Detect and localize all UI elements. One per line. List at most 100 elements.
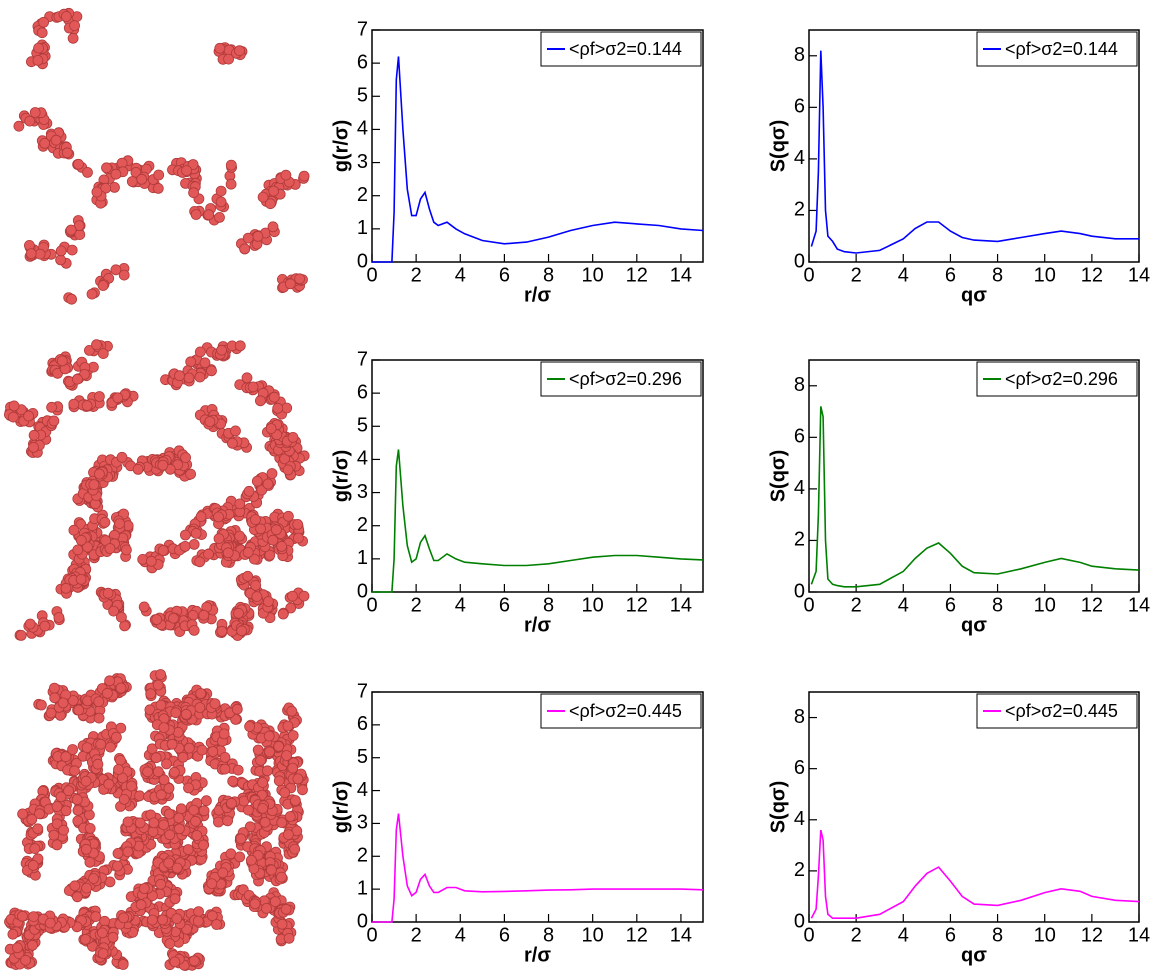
y-tick-label: 2 — [357, 184, 368, 206]
y-tick-label: 2 — [794, 859, 805, 881]
particle — [69, 399, 79, 409]
y-tick-label: 2 — [794, 529, 805, 551]
particle — [171, 708, 181, 718]
particle — [21, 955, 31, 965]
particle — [159, 723, 169, 733]
particle — [183, 845, 193, 855]
x-tick-label: 14 — [1128, 264, 1150, 286]
y-tick-label: 5 — [357, 85, 368, 107]
x-tick-label: 4 — [455, 594, 466, 616]
x-tick-label: 2 — [851, 594, 862, 616]
particle — [46, 708, 56, 718]
particle — [243, 547, 253, 557]
particle — [56, 255, 66, 265]
legend-label: <ρf>σ2=0.144 — [1005, 39, 1118, 59]
y-tick-label: 4 — [794, 147, 805, 169]
particle — [70, 766, 80, 776]
particle — [192, 831, 202, 841]
particle — [214, 512, 224, 522]
particle — [262, 903, 272, 913]
x-tick-label: 6 — [499, 594, 510, 616]
x-tick-label: 8 — [543, 924, 554, 946]
y-tick-label: 3 — [357, 812, 368, 834]
particle — [233, 765, 243, 775]
y-tick-label: 7 — [357, 348, 368, 370]
particle — [29, 430, 39, 440]
particle — [256, 755, 266, 765]
y-tick-label: 1 — [357, 547, 368, 569]
particle — [243, 571, 253, 581]
particle — [204, 210, 214, 220]
particle — [251, 580, 261, 590]
y-tick-label: 0 — [794, 910, 805, 932]
particle — [215, 212, 225, 222]
particle — [158, 915, 168, 925]
particle — [285, 812, 295, 822]
particle — [76, 574, 86, 584]
particle — [98, 349, 108, 359]
particle — [265, 747, 275, 757]
particle — [226, 179, 236, 189]
particle — [29, 442, 39, 452]
particle — [139, 884, 149, 894]
legend-label: <ρf>σ2=0.445 — [1005, 701, 1118, 721]
particle — [16, 630, 26, 640]
particle — [215, 43, 225, 53]
particle — [24, 411, 34, 421]
x-tick-label: 8 — [992, 594, 1003, 616]
x-tick-label: 12 — [1081, 924, 1103, 946]
x-tick-label: 6 — [499, 264, 510, 286]
chart: 0246810121401234567r/σg(r/σ)<ρf>σ2=0.445 — [330, 680, 703, 966]
particle — [165, 939, 175, 949]
x-tick-label: 0 — [366, 924, 377, 946]
particle — [195, 703, 205, 713]
particle — [283, 465, 293, 475]
particle — [240, 244, 250, 254]
y-tick-label: 2 — [357, 514, 368, 536]
particle — [245, 722, 255, 732]
particle — [182, 166, 192, 176]
particle — [191, 210, 201, 220]
particle — [167, 739, 177, 749]
particle — [159, 820, 169, 830]
particle — [263, 479, 273, 489]
particle — [277, 872, 287, 882]
legend-label: <ρf>σ2=0.296 — [1005, 369, 1118, 389]
particle — [199, 806, 209, 816]
particle — [52, 840, 62, 850]
particle — [242, 373, 252, 383]
particle — [18, 809, 28, 819]
particle — [228, 776, 238, 786]
particle — [191, 528, 201, 538]
particle — [180, 541, 190, 551]
x-tick-label: 0 — [366, 594, 377, 616]
x-tick-label: 14 — [1128, 594, 1150, 616]
x-tick-label: 12 — [626, 924, 648, 946]
particle — [165, 830, 175, 840]
particle — [100, 916, 110, 926]
particle — [172, 863, 182, 873]
particle — [73, 805, 83, 815]
particle — [17, 911, 27, 921]
particle — [293, 519, 303, 529]
particle — [162, 759, 172, 769]
particle — [72, 374, 82, 384]
particle — [201, 796, 211, 806]
particle — [137, 174, 147, 184]
particle — [58, 698, 68, 708]
particle — [256, 524, 266, 534]
particle — [204, 549, 214, 559]
data-line — [811, 830, 1139, 918]
particle — [159, 775, 169, 785]
particle — [207, 366, 217, 376]
particle — [12, 943, 22, 953]
particle — [283, 511, 293, 521]
particle — [287, 706, 297, 716]
particle — [74, 159, 84, 169]
particle — [29, 912, 39, 922]
particle — [184, 743, 194, 753]
legend-label: <ρf>σ2=0.445 — [569, 701, 682, 721]
particle — [92, 340, 102, 350]
particle — [293, 533, 303, 543]
particle — [283, 721, 293, 731]
